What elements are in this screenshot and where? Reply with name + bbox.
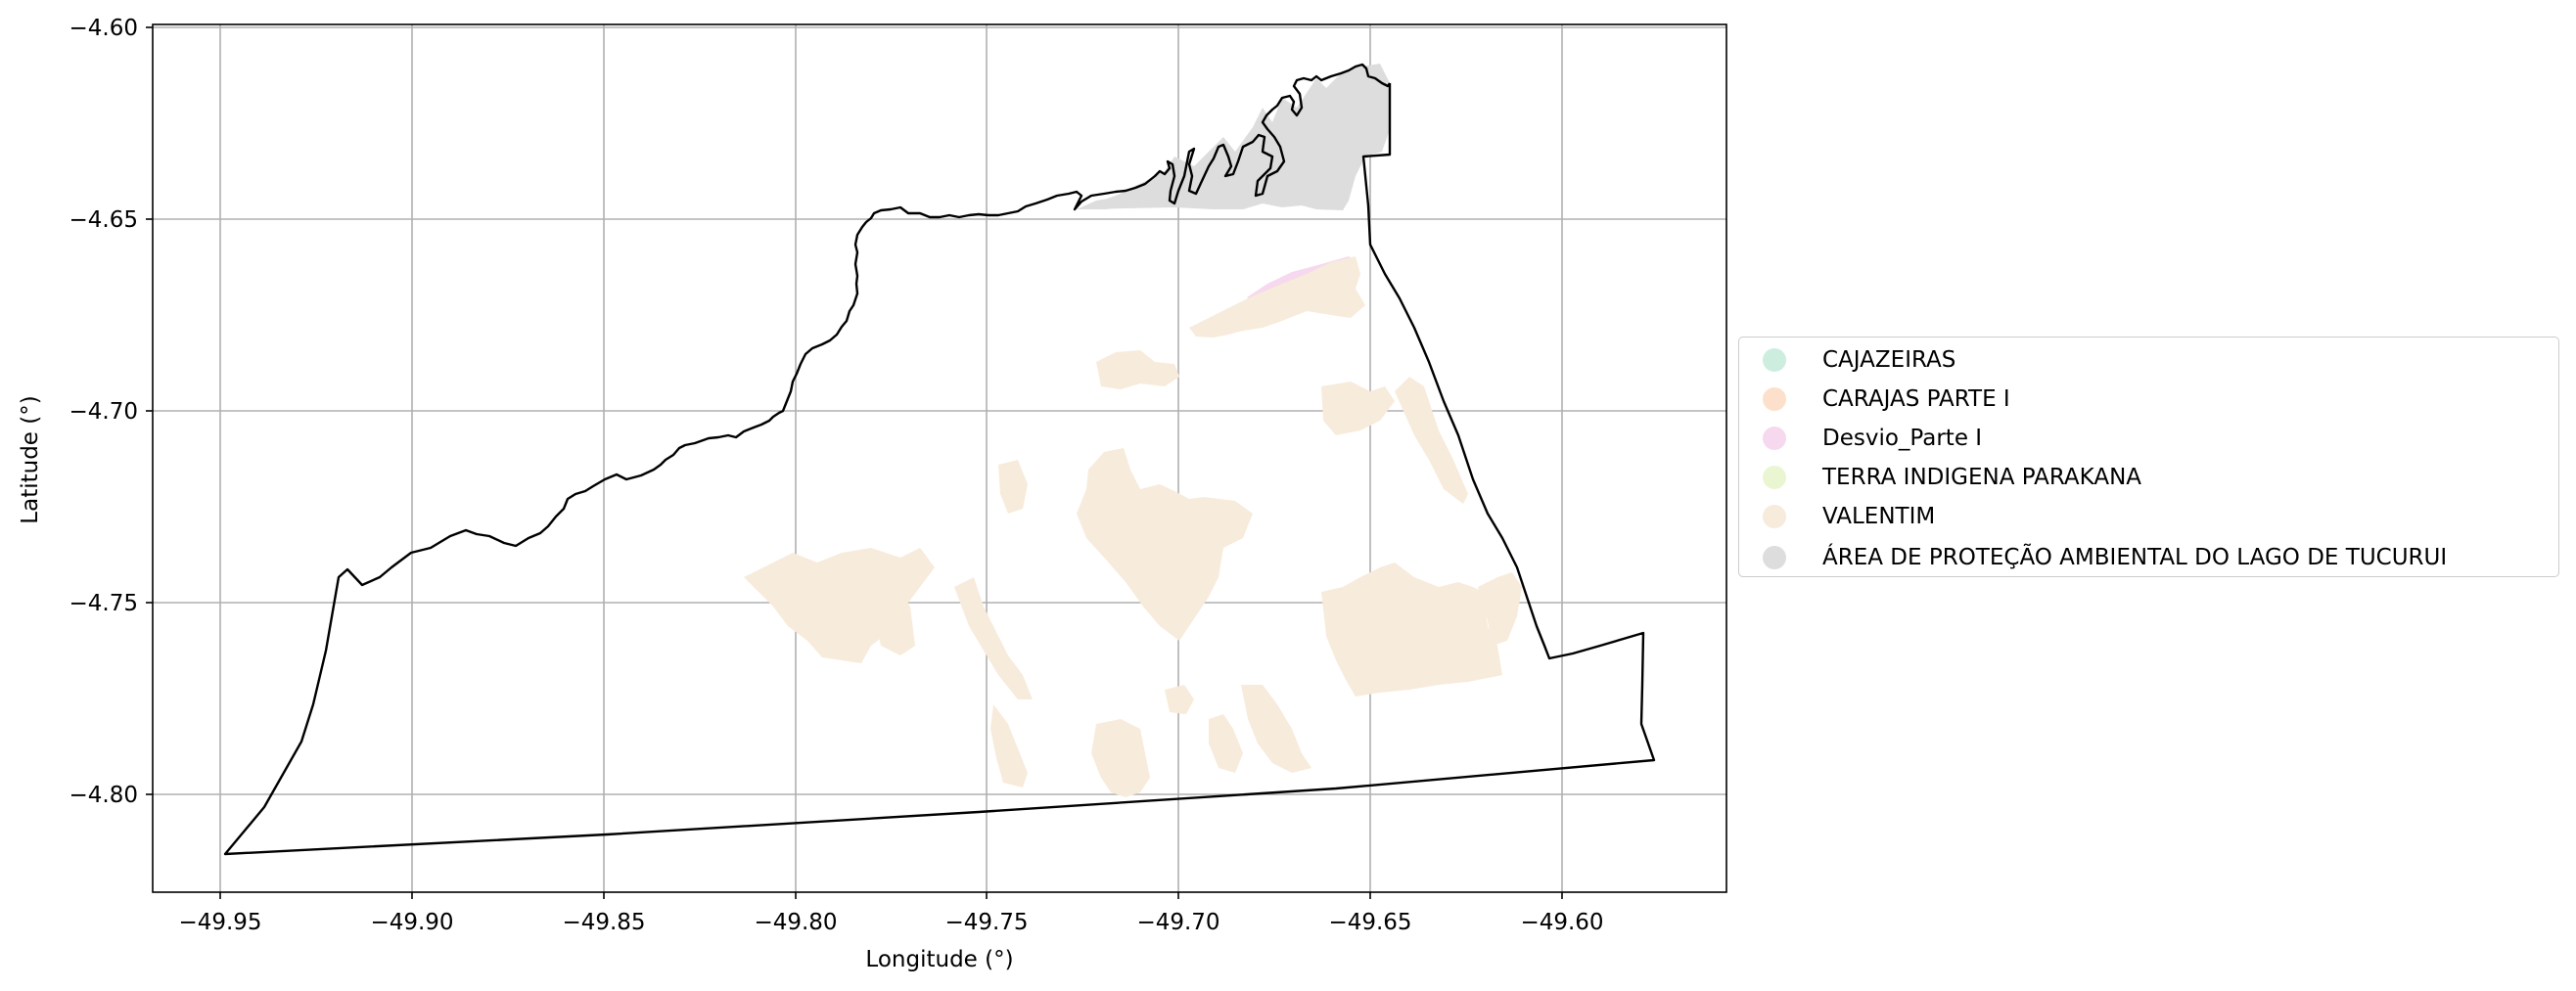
legend-marker bbox=[1763, 427, 1786, 450]
legend-label: Desvio_Parte I bbox=[1822, 426, 1983, 451]
x-tick-label: −49.65 bbox=[1328, 910, 1411, 935]
valentim-south-3 bbox=[1209, 714, 1243, 773]
valentim-west-3 bbox=[954, 577, 1033, 699]
map-axes-background bbox=[153, 24, 1726, 892]
valentim-north-blob bbox=[1096, 350, 1179, 389]
y-tick-labels: −4.60 −4.65 −4.70 −4.75 −4.80 bbox=[69, 16, 138, 808]
x-tick-label: −49.90 bbox=[370, 910, 453, 935]
y-axis-title: Latitude (°) bbox=[18, 395, 43, 523]
map-axes-frame bbox=[152, 23, 1727, 893]
valentim-south-4 bbox=[1241, 685, 1311, 773]
valentim-west-2 bbox=[763, 577, 832, 636]
layer-apa-tucurui bbox=[1077, 64, 1391, 210]
y-tick-label: −4.75 bbox=[69, 591, 138, 616]
y-tick-label: −4.70 bbox=[69, 399, 138, 425]
x-tick-labels: −49.95 −49.90 −49.85 −49.80 −49.75 −49.7… bbox=[178, 910, 1603, 935]
valentim-east-edge bbox=[1478, 572, 1522, 646]
valentim-south-5 bbox=[1165, 685, 1194, 714]
legend-marker bbox=[1763, 505, 1786, 528]
x-tick-label: −49.60 bbox=[1520, 910, 1603, 935]
x-axis-title: Longitude (°) bbox=[865, 947, 1013, 972]
layer-valentim bbox=[744, 256, 1522, 797]
legend-label: VALENTIM bbox=[1822, 504, 1936, 529]
legend-marker bbox=[1763, 546, 1786, 569]
y-tick-label: −4.80 bbox=[69, 783, 138, 808]
gridlines bbox=[153, 24, 1726, 892]
valentim-west-1 bbox=[744, 548, 935, 663]
x-tick-label: −49.80 bbox=[754, 910, 837, 935]
x-tick-label: −49.75 bbox=[944, 910, 1028, 935]
legend-label: TERRA INDIGENA PARAKANA bbox=[1822, 465, 2142, 490]
y-tick-label: −4.65 bbox=[69, 207, 138, 233]
apa-polygon-main bbox=[1077, 64, 1391, 210]
valentim-center bbox=[1077, 448, 1253, 641]
legend-label: CARAJAS PARTE I bbox=[1822, 386, 2010, 412]
legend-marker bbox=[1763, 466, 1786, 489]
legend-marker bbox=[1763, 348, 1786, 372]
valentim-south-1 bbox=[990, 704, 1028, 788]
legend-label: CAJAZEIRAS bbox=[1822, 347, 1956, 373]
apa-polygon-west bbox=[1077, 186, 1150, 209]
tick-marks bbox=[146, 26, 1563, 899]
legend: CAJAZEIRAS CARAJAS PARTE I Desvio_Parte … bbox=[1738, 337, 2559, 577]
legend-label: ÁREA DE PROTEÇÃO AMBIENTAL DO LAGO DE TU… bbox=[1822, 545, 2448, 570]
valentim-ne-strip bbox=[1189, 256, 1365, 338]
valentim-south-2 bbox=[1091, 719, 1150, 797]
valentim-se bbox=[1321, 563, 1502, 697]
x-tick-label: −49.95 bbox=[178, 910, 261, 935]
valentim-mid-west bbox=[998, 460, 1028, 514]
x-tick-label: −49.70 bbox=[1136, 910, 1219, 935]
municipality-boundary bbox=[223, 63, 1656, 856]
valentim-west-4 bbox=[871, 587, 915, 655]
valentim-east-blob bbox=[1321, 382, 1395, 435]
x-tick-label: −49.85 bbox=[562, 910, 645, 935]
y-tick-label: −4.60 bbox=[69, 16, 138, 41]
valentim-ne-column bbox=[1395, 377, 1468, 504]
legend-marker bbox=[1763, 387, 1786, 411]
